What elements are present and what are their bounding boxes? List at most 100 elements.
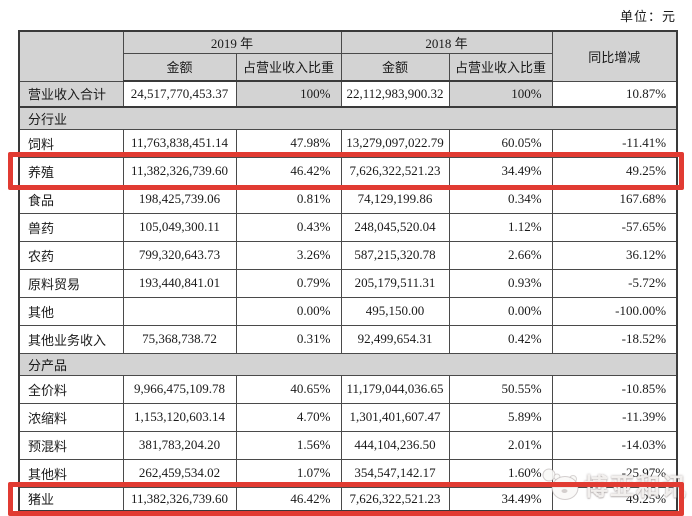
header-row-measures: 金额 占营业收入比重 金额 占营业收入比重 xyxy=(19,52,677,82)
pct-2019-header: 占营业收入比重 xyxy=(235,52,342,82)
yoy-value: -11.39% xyxy=(551,402,678,432)
amount-2018: 13,279,097,022.79 xyxy=(340,128,450,158)
amount-2019: 11,763,838,451.14 xyxy=(122,128,237,158)
table-row: 其他业务收入 75,368,738.72 0.31% 92,499,654.31… xyxy=(18,324,678,354)
corner-header-cell xyxy=(18,30,124,82)
pct-2018: 1.12% xyxy=(448,212,553,242)
table-row: 兽药 105,049,300.11 0.43% 248,045,520.04 1… xyxy=(18,212,678,242)
amount-2018: 495,150.00 xyxy=(340,296,450,326)
table-row: 预混料 381,783,204.20 1.56% 444,104,236.50 … xyxy=(18,430,678,460)
pct-2019: 3.26% xyxy=(235,240,342,270)
amount-2018: 22,112,983,900.32 xyxy=(340,80,450,108)
amount-2019: 381,783,204.20 xyxy=(122,430,237,460)
row-label: 浓缩料 xyxy=(18,402,124,432)
amount-2019: 262,459,534.02 xyxy=(122,458,237,488)
amount-2018: 587,215,320.78 xyxy=(340,240,450,270)
amount-2018: 1,301,401,607.47 xyxy=(340,402,450,432)
pct-2018: 60.05% xyxy=(448,128,553,158)
amount-2018: 248,045,520.04 xyxy=(340,212,450,242)
amount-2018: 11,179,044,036.65 xyxy=(340,374,450,404)
row-label: 兽药 xyxy=(18,212,124,242)
pct-2019: 100% xyxy=(235,80,342,108)
yoy-value: 49.25% xyxy=(551,486,678,512)
table-body: 营业收入合计 24,517,770,453.37 100% 22,112,983… xyxy=(18,80,678,512)
table-row: 农药 799,320,643.73 3.26% 587,215,320.78 2… xyxy=(18,240,678,270)
row-label: 预混料 xyxy=(18,430,124,460)
amount-2018: 205,179,511.31 xyxy=(340,268,450,298)
yoy-value: -5.72% xyxy=(551,268,678,298)
amount-2019: 75,368,738.72 xyxy=(122,324,237,354)
row-label: 原料贸易 xyxy=(18,268,124,298)
unit-label: 单位：元 xyxy=(619,9,676,24)
pct-2018: 1.60% xyxy=(448,458,553,488)
header-row-years: 2019 年 2018 年 同比增减 xyxy=(18,30,678,82)
pct-2019: 1.56% xyxy=(235,430,342,460)
yoy-value: 36.12% xyxy=(551,240,678,270)
pct-2018: 2.01% xyxy=(448,430,553,460)
pct-2019: 0.00% xyxy=(235,296,342,326)
pct-2018: 0.00% xyxy=(448,296,553,326)
yoy-value: -14.03% xyxy=(551,430,678,460)
year-2018-header: 2018 年 xyxy=(340,30,553,54)
amount-2019: 105,049,300.11 xyxy=(122,212,237,242)
revenue-breakdown-table: 2019 年 2018 年 同比增减 金额 占营业收入比重 金额 占营业收入比重… xyxy=(18,30,679,512)
amount-2018: 7,626,322,521.23 xyxy=(340,486,450,512)
amount-2018: 92,499,654.31 xyxy=(340,324,450,354)
row-label: 全价料 xyxy=(18,374,124,404)
table-row: 食品 198,425,739.06 0.81% 74,129,199.86 0.… xyxy=(18,184,678,214)
row-label: 农药 xyxy=(18,240,124,270)
pct-2019: 40.65% xyxy=(235,374,342,404)
row-label: 食品 xyxy=(18,184,124,214)
pct-2018: 0.34% xyxy=(448,184,553,214)
pct-2018: 0.93% xyxy=(448,268,553,298)
amount-2019: 799,320,643.73 xyxy=(122,240,237,270)
section-row: 分行业 xyxy=(18,106,678,130)
table-header: 2019 年 2018 年 同比增减 金额 占营业收入比重 金额 占营业收入比重 xyxy=(18,30,678,82)
amount-2018: 74,129,199.86 xyxy=(340,184,450,214)
pct-2019: 46.42% xyxy=(235,486,342,512)
amount-2019 xyxy=(122,296,237,326)
yoy-value: -100.00% xyxy=(551,296,678,326)
row-label: 其他 xyxy=(18,296,124,326)
amount-2018: 444,104,236.50 xyxy=(340,430,450,460)
pct-2019: 0.81% xyxy=(235,184,342,214)
row-label: 猪业 xyxy=(18,486,124,512)
year-2019-header: 2019 年 xyxy=(122,30,342,54)
amount-2019: 9,966,475,109.78 xyxy=(122,374,237,404)
amount-2019: 11,382,326,739.60 xyxy=(122,486,237,512)
table-row: 其他 0.00% 495,150.00 0.00% -100.00% xyxy=(18,296,678,326)
table-row: 饲料 11,763,838,451.14 47.98% 13,279,097,0… xyxy=(18,128,678,158)
amount-2019: 24,517,770,453.37 xyxy=(122,80,237,108)
section-label: 分行业 xyxy=(18,106,678,130)
amount-2019: 198,425,739.06 xyxy=(122,184,237,214)
yoy-value: 49.25% xyxy=(551,156,678,186)
yoy-value: 10.87% xyxy=(551,80,678,108)
row-label: 养殖 xyxy=(18,156,124,186)
amount-2019: 1,153,120,603.14 xyxy=(122,402,237,432)
row-label: 饲料 xyxy=(18,128,124,158)
row-label: 营业收入合计 xyxy=(18,80,124,108)
row-label: 其他料 xyxy=(18,458,124,488)
yoy-value: -25.97% xyxy=(551,458,678,488)
amount-2019-header: 金额 xyxy=(122,52,237,82)
yoy-header: 同比增减 xyxy=(551,30,678,82)
amount-2019: 11,382,326,739.60 xyxy=(122,156,237,186)
amount-2018: 354,547,142.17 xyxy=(340,458,450,488)
pct-2019: 1.07% xyxy=(235,458,342,488)
pct-2018: 5.89% xyxy=(448,402,553,432)
table-row: 营业收入合计 24,517,770,453.37 100% 22,112,983… xyxy=(18,80,678,108)
pct-2018: 34.49% xyxy=(448,156,553,186)
table-row: 原料贸易 193,440,841.01 0.79% 205,179,511.31… xyxy=(18,268,678,298)
table-row: 养殖 11,382,326,739.60 46.42% 7,626,322,52… xyxy=(18,156,678,186)
pct-2019: 4.70% xyxy=(235,402,342,432)
section-row: 分产品 xyxy=(18,352,678,376)
table-row: 浓缩料 1,153,120,603.14 4.70% 1,301,401,607… xyxy=(18,402,678,432)
amount-2018-header: 金额 xyxy=(340,52,450,82)
pct-2019: 47.98% xyxy=(235,128,342,158)
yoy-value: -18.52% xyxy=(551,324,678,354)
pct-2018: 100% xyxy=(448,80,553,108)
pct-2019: 0.43% xyxy=(235,212,342,242)
pct-2018-header: 占营业收入比重 xyxy=(448,52,553,82)
pct-2019: 0.79% xyxy=(235,268,342,298)
